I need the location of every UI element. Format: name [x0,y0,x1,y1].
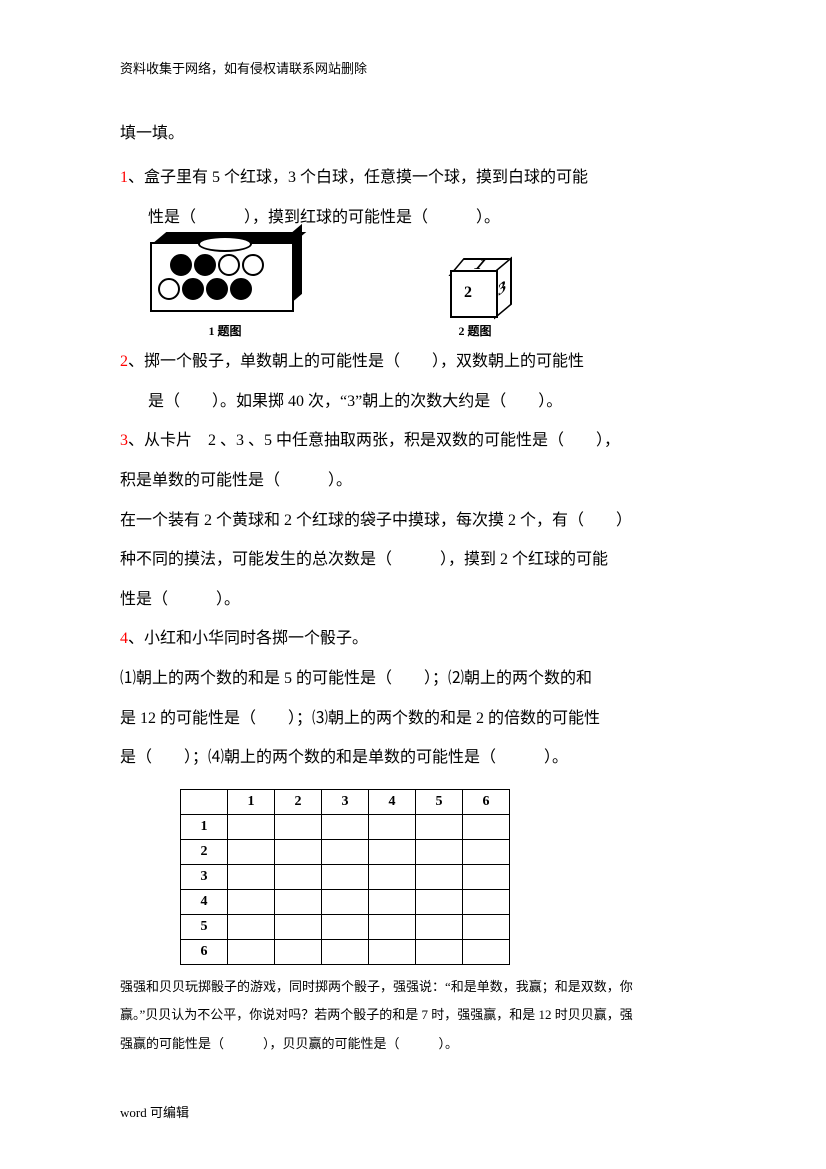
grid-row-header: 2 [181,839,228,864]
page: 资料收集于网络，如有侵权请联系网站删除 填一填。 1、盒子里有 5 个红球，3 … [0,0,826,1169]
grid-row: 3 [181,864,510,889]
grid-row-header: 4 [181,889,228,914]
grid-col-header: 1 [228,789,275,814]
sep: 、 [128,630,144,647]
grid-row: 5 [181,914,510,939]
question-number: 2 [120,353,128,370]
footer-note: word 可编辑 [120,1102,189,1121]
question-number: 4 [120,630,128,647]
q4-text-3: 是（ ）；⑷朝上的两个数的和是单数的可能性是（ ）。 [120,741,706,775]
section-title: 填一填。 [120,119,706,143]
grid-corner-cell [181,789,228,814]
bottom-problem-3: 强赢的可能性是（ ），贝贝赢的可能性是（ ）。 [120,1032,706,1057]
sum-grid: 1 2 3 4 5 6 1 2 3 4 5 6 [180,789,706,965]
q3-text-4: 种不同的摸法，可能发生的总次数是（ ），摸到 2 个红球的可能 [120,543,706,577]
q1-text-2: 性是（ ），摸到红球的可能性是（ ）。 [120,201,706,235]
figure-2-caption: 2 题图 [440,322,510,339]
grid-row: 1 [181,814,510,839]
header-source-note: 资料收集于网络，如有侵权请联系网站删除 [120,58,706,77]
grid-col-header: 6 [463,789,510,814]
question-number: 3 [120,432,128,449]
grid-row-header: 3 [181,864,228,889]
grid-col-header: 4 [369,789,416,814]
q3-text-2: 积是单数的可能性是（ ）。 [120,464,706,498]
q3-text-1: 从卡片 2 、3 、5 中任意抽取两张，积是双数的可能性是（ ）， [144,432,620,449]
question-1: 1、盒子里有 5 个红球，3 个白球，任意摸一个球，摸到白球的可能 [120,161,706,195]
grid-row: 2 [181,839,510,864]
grid-row: 6 [181,939,510,964]
figure-1-caption: 1 题图 [150,322,300,339]
q1-text-1: 盒子里有 5 个红球，3 个白球，任意摸一个球，摸到白球的可能 [144,169,588,186]
sep: 、 [128,353,144,370]
question-3: 3、从卡片 2 、3 、5 中任意抽取两张，积是双数的可能性是（ ）， [120,424,706,458]
q2-text-2: 是（ ）。如果掷 40 次，“3”朝上的次数大约是（ ）。 [120,385,706,419]
bottom-problem-1: 强强和贝贝玩掷骰子的游戏，同时掷两个骰子，强强说：“和是单数，我赢；和是双数，你 [120,975,706,1000]
q2-text-1: 掷一个骰子，单数朝上的可能性是（ ），双数朝上的可能性 [144,353,584,370]
bottom-problem-2: 赢。”贝贝认为不公平，你说对吗？若两个骰子的和是 7 时，强强赢，和是 12 时… [120,1003,706,1028]
grid-col-header: 2 [275,789,322,814]
question-number: 1 [120,169,128,186]
figure-2: 1 2 3 2 题图 [440,258,510,339]
grid-header-row: 1 2 3 4 5 6 [181,789,510,814]
question-2: 2、掷一个骰子，单数朝上的可能性是（ ），双数朝上的可能性 [120,345,706,379]
grid-row-header: 6 [181,939,228,964]
q4-text-2: 是 12 的可能性是（ ）；⑶朝上的两个数的和是 2 的倍数的可能性 [120,702,706,736]
grid-row-header: 1 [181,814,228,839]
q3-text-3: 在一个装有 2 个黄球和 2 个红球的袋子中摸球，每次摸 2 个，有（ ） [120,504,706,538]
grid-col-header: 5 [416,789,463,814]
q4-title: 小红和小华同时各掷一个骰子。 [144,630,368,647]
sum-grid-table: 1 2 3 4 5 6 1 2 3 4 5 6 [180,789,510,965]
dice-diagram: 1 2 3 [450,258,510,318]
dice-face-front: 2 [464,284,472,302]
q4-text-1: ⑴朝上的两个数的和是 5 的可能性是（ ）；⑵朝上的两个数的和 [120,662,706,696]
question-4: 4、小红和小华同时各掷一个骰子。 [120,622,706,656]
grid-row: 4 [181,889,510,914]
q3-text-5: 性是（ ）。 [120,583,706,617]
grid-row-header: 5 [181,914,228,939]
grid-col-header: 3 [322,789,369,814]
figure-1: 1 题图 [150,242,300,339]
figures-row: 1 题图 1 2 3 2 题图 [150,242,706,339]
ball-box-diagram [150,242,300,318]
sep: 、 [128,432,144,449]
sep: 、 [128,169,144,186]
